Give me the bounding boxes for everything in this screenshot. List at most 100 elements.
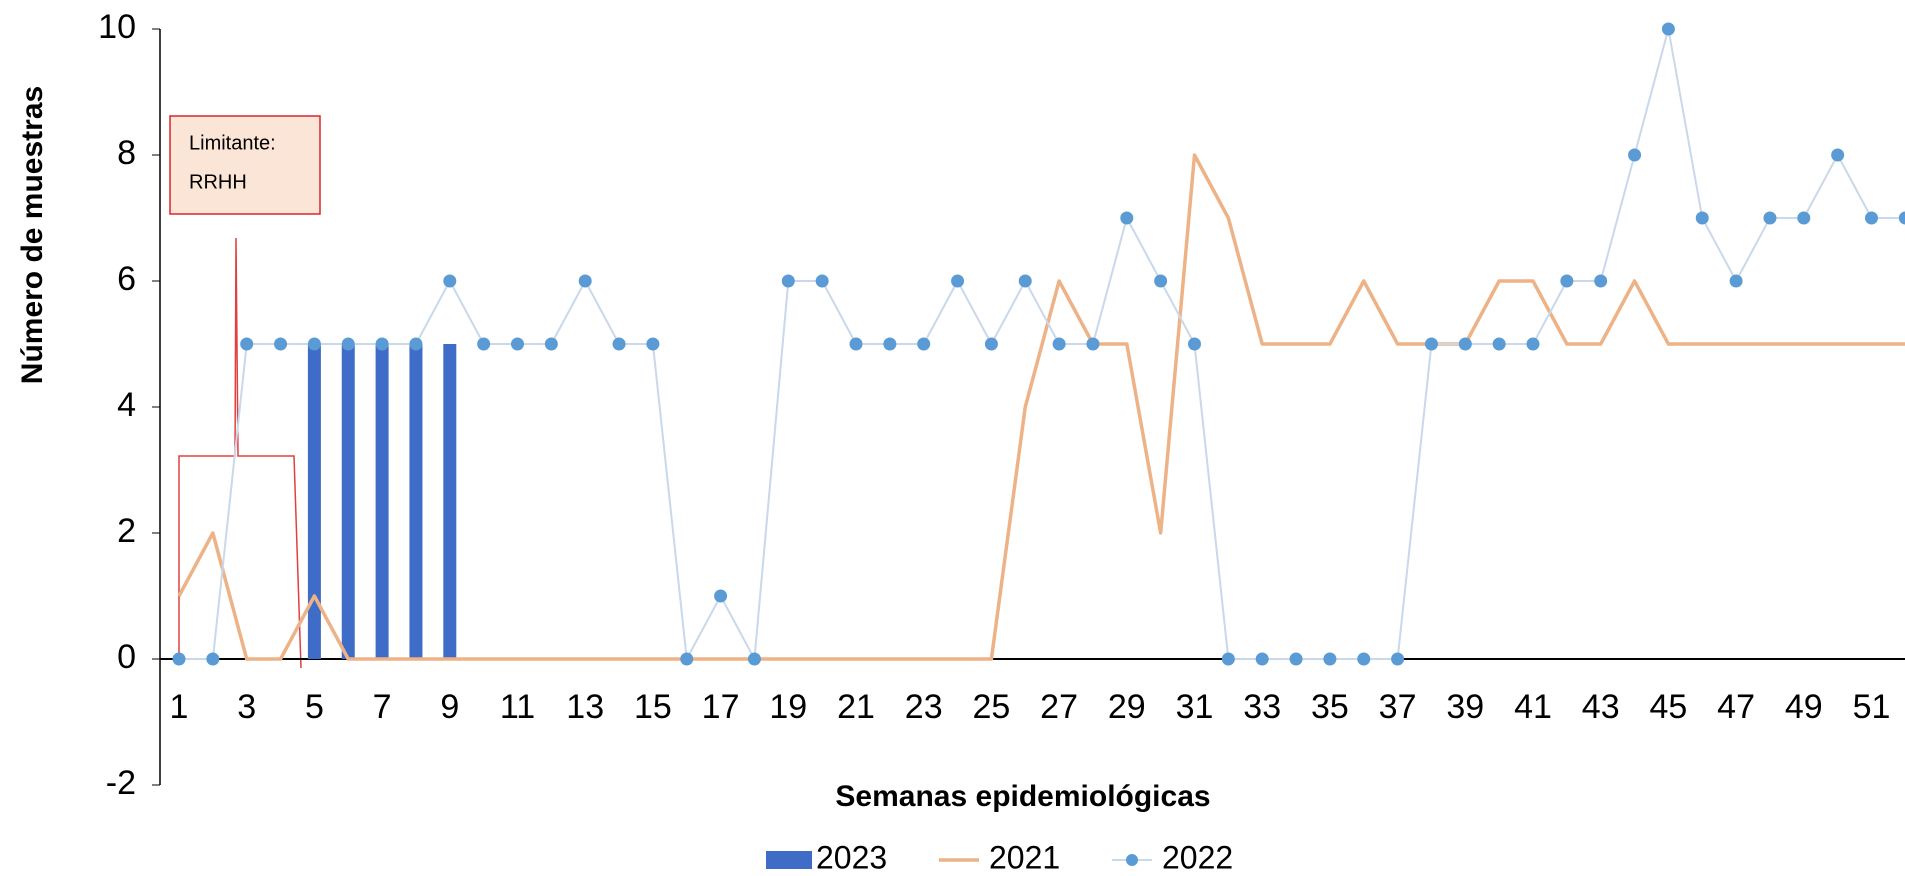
- marker: [1560, 274, 1574, 288]
- marker: [1628, 148, 1642, 162]
- x-tick-label: 45: [1649, 688, 1687, 726]
- marker: [1526, 337, 1540, 351]
- x-tick-label: 3: [237, 688, 256, 726]
- x-tick-label: 1: [170, 688, 189, 726]
- y-tick-label: -2: [106, 764, 136, 802]
- y-tick-label: 2: [117, 512, 136, 550]
- x-tick-label: 13: [566, 688, 604, 726]
- bar: [443, 344, 457, 659]
- marker: [1120, 211, 1134, 225]
- series-line: [177, 153, 1905, 661]
- marker: [1018, 274, 1032, 288]
- marker: [1865, 211, 1878, 225]
- marker: [1831, 148, 1845, 162]
- marker: [206, 652, 220, 666]
- annotation-text: Limitante:: [189, 132, 276, 154]
- marker: [1661, 22, 1675, 36]
- x-tick-label: 23: [905, 688, 943, 726]
- marker: [1221, 652, 1235, 666]
- marker: [240, 337, 254, 351]
- marker: [274, 337, 288, 351]
- x-tick-label: 39: [1446, 688, 1484, 726]
- marker: [477, 337, 491, 351]
- x-tick-label: 41: [1514, 688, 1552, 726]
- marker: [1797, 211, 1811, 225]
- marker: [1594, 274, 1608, 288]
- marker: [1695, 211, 1709, 225]
- marker: [815, 274, 829, 288]
- marker: [1492, 337, 1506, 351]
- marker: [1255, 652, 1269, 666]
- x-tick-label: 31: [1176, 688, 1214, 726]
- x-tick-label: 9: [440, 688, 459, 726]
- x-tick-label: 15: [634, 688, 672, 726]
- marker: [714, 589, 728, 603]
- x-tick-label: 19: [769, 688, 807, 726]
- bar: [307, 344, 321, 659]
- x-tick-label: 49: [1785, 688, 1823, 726]
- marker: [1052, 337, 1066, 351]
- y-tick-label: 4: [117, 386, 136, 424]
- x-tick-label: 27: [1040, 688, 1078, 726]
- marker: [849, 337, 863, 351]
- x-tick-label: 51: [1853, 688, 1891, 726]
- marker: [1154, 274, 1168, 288]
- marker: [1323, 652, 1337, 666]
- marker: [1458, 337, 1472, 351]
- x-tick-label: 17: [702, 688, 740, 726]
- marker: [544, 337, 558, 351]
- marker: [1391, 652, 1405, 666]
- y-tick-label: 10: [98, 8, 136, 46]
- marker: [1188, 337, 1201, 351]
- x-tick-label: 47: [1717, 688, 1755, 726]
- marker: [883, 337, 897, 351]
- marker: [172, 652, 186, 666]
- bar: [341, 344, 355, 659]
- annotation-box: [169, 115, 321, 215]
- x-tick-label: 35: [1311, 688, 1349, 726]
- marker: [612, 337, 626, 351]
- x-tick-label: 37: [1379, 688, 1417, 726]
- marker: [1729, 274, 1743, 288]
- legend-marker: [1126, 854, 1138, 866]
- marker: [1357, 652, 1371, 666]
- marker: [1086, 337, 1100, 351]
- annotation-text: RRHH: [189, 171, 247, 193]
- series-line: [179, 28, 1905, 660]
- y-axis-title: Número de muestras: [16, 86, 49, 384]
- marker: [951, 274, 965, 288]
- marker: [747, 652, 761, 666]
- marker: [1289, 652, 1303, 666]
- x-axis-title: Semanas epidemiológicas: [835, 780, 1210, 813]
- marker: [917, 337, 931, 351]
- x-tick-label: 33: [1243, 688, 1281, 726]
- marker: [511, 337, 524, 351]
- marker: [375, 337, 389, 351]
- marker: [409, 337, 423, 351]
- x-tick-label: 25: [972, 688, 1010, 726]
- legend-swatch: [766, 851, 812, 869]
- bar: [409, 344, 423, 659]
- x-tick-label: 11: [500, 688, 535, 726]
- x-tick-label: 5: [305, 688, 324, 726]
- marker: [781, 274, 795, 288]
- y-tick-label: 0: [117, 638, 136, 676]
- bar: [375, 344, 389, 659]
- legend-label: 2023: [816, 839, 887, 875]
- x-tick-label: 7: [373, 688, 392, 726]
- bracket: [178, 237, 302, 669]
- x-tick-label: 21: [837, 688, 875, 726]
- x-tick-label: 43: [1582, 688, 1620, 726]
- marker: [341, 337, 355, 351]
- y-tick-label: 6: [117, 260, 136, 298]
- y-tick-label: 8: [117, 134, 136, 172]
- marker: [307, 337, 321, 351]
- marker: [578, 274, 592, 288]
- marker: [646, 337, 660, 351]
- marker: [1424, 337, 1438, 351]
- marker: [984, 337, 998, 351]
- legend-label: 2021: [989, 839, 1060, 875]
- marker: [1763, 211, 1777, 225]
- marker: [1898, 211, 1905, 225]
